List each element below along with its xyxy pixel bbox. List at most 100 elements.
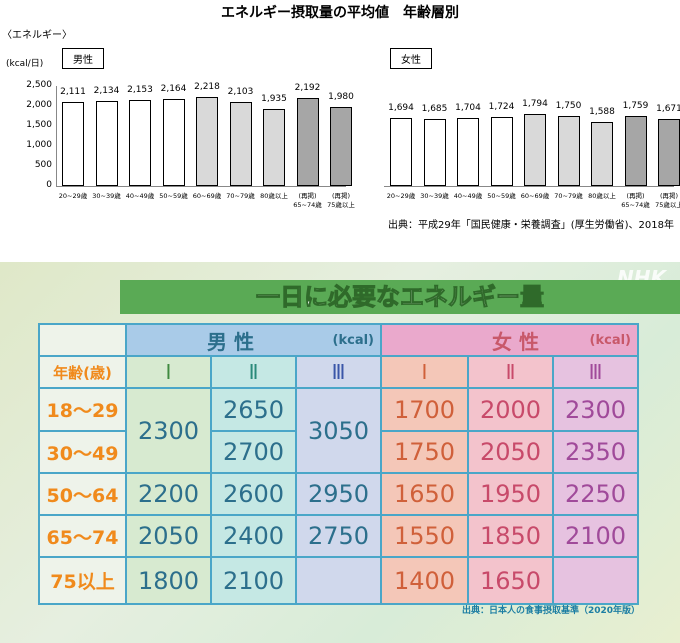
data-label: 2,164: [160, 84, 187, 95]
bar: [390, 118, 412, 186]
bar: [330, 106, 352, 186]
y-tick-label: 0: [46, 180, 52, 190]
bar: [129, 99, 151, 186]
male-header: 男 性 (kcal): [125, 323, 382, 357]
bar: [658, 119, 680, 186]
female-value-cell: 2100: [552, 514, 639, 558]
x-tick-label: 70~79歳: [226, 192, 255, 200]
x-tick-label: 50~59歳: [159, 192, 188, 200]
male-value-cell: [295, 556, 382, 605]
age-header: 年齢(歳): [38, 355, 127, 389]
bar: [557, 116, 580, 186]
bar: [624, 115, 647, 186]
x-tick-label: (再掲) 65~74歳: [293, 192, 322, 209]
male-value-cell: 2300: [125, 387, 212, 474]
female-value-cell: 2000: [467, 387, 554, 432]
age-cell: 18～29: [38, 387, 127, 432]
x-tick-label: 40~49歳: [453, 192, 483, 200]
male-value-cell: 2400: [210, 514, 297, 558]
y-tick-label: 2,500: [26, 80, 52, 90]
bar: [423, 118, 446, 186]
female-label: 女 性: [492, 329, 539, 354]
bar: [263, 108, 285, 186]
male-value-cell: 1800: [125, 556, 212, 605]
data-label: 2,153: [127, 84, 153, 95]
data-label: 1,750: [555, 101, 582, 111]
female-value-cell: 2050: [467, 430, 554, 474]
male-value-cell: 2050: [125, 514, 212, 558]
bar: [229, 101, 252, 186]
kcal-unit: (kcal): [589, 332, 631, 348]
data-label: 1,794: [522, 99, 548, 110]
data-label: 2,134: [93, 85, 120, 96]
x-tick-label: 40~49歳: [125, 192, 155, 200]
male-value-cell: 2600: [210, 472, 297, 516]
age-cell: 75以上: [38, 556, 127, 605]
x-tick-label: 20~29歳: [386, 192, 416, 200]
y-tick-label: 1,500: [26, 120, 52, 130]
bar: [62, 101, 84, 186]
data-label: 2,218: [194, 82, 220, 93]
x-tick-label: 80歳以上: [588, 192, 616, 200]
female-value-cell: 1650: [467, 556, 554, 605]
y-tick-label: 1,000: [26, 140, 52, 150]
bar: [524, 114, 546, 186]
bar: [591, 122, 613, 186]
male-value-cell: 3050: [295, 387, 382, 474]
male-value-cell: 2100: [210, 556, 297, 605]
level-header-male: Ⅱ: [210, 355, 297, 389]
x-tick-label: (再掲) 75歳以上: [655, 192, 680, 209]
female-value-cell: 1700: [380, 387, 469, 432]
y-tick-label: 500: [34, 160, 52, 170]
female-value-cell: [552, 556, 639, 605]
data-label: 1,671: [656, 104, 680, 115]
level-header-female: Ⅱ: [467, 355, 554, 389]
table-source: 出典：日本人の食事摂取基準（2020年版）: [461, 606, 640, 616]
male-value-cell: 2650: [210, 387, 297, 432]
female-value-cell: 2300: [552, 387, 639, 432]
x-tick-label: 20~29歳: [58, 192, 88, 200]
female-value-cell: 1750: [380, 430, 469, 474]
x-tick-label: (再掲) 75歳以上: [327, 192, 355, 209]
female-value-cell: 2250: [552, 472, 639, 516]
male-value-cell: 2200: [125, 472, 212, 516]
age-cell: 30～49: [38, 430, 127, 474]
data-label: 1,588: [589, 107, 615, 118]
female-value-cell: 1550: [380, 514, 469, 558]
female-value-cell: 1400: [380, 556, 469, 605]
corner-cell: [38, 323, 127, 357]
bar: [162, 99, 185, 186]
bar: [457, 117, 479, 186]
female-panel-label: 女性: [390, 48, 432, 69]
female-value-cell: 1850: [467, 514, 554, 558]
y-axis: [56, 86, 57, 186]
x-axis: [384, 186, 674, 187]
data-label: 2,103: [227, 86, 254, 97]
data-label: 2,111: [60, 86, 86, 97]
level-header-male: Ⅰ: [125, 355, 212, 389]
data-label: 1,685: [421, 103, 448, 114]
x-tick-label: 30~39歳: [92, 192, 121, 200]
y-axis-label: 〈エネルギー〉: [2, 30, 72, 41]
male-value-cell: 2950: [295, 472, 382, 516]
x-tick-label: 70~79歳: [554, 192, 583, 200]
female-value-cell: 1650: [380, 472, 469, 516]
male-value-cell: 2750: [295, 514, 382, 558]
x-tick-label: 30~39歳: [420, 192, 449, 200]
table-title: 一日に必要なエネルギー量: [120, 280, 680, 314]
x-tick-label: 50~59歳: [487, 192, 516, 200]
y-tick-label: 2,000: [26, 100, 52, 110]
data-label: 1,759: [622, 100, 649, 111]
male-value-cell: 2700: [210, 430, 297, 474]
level-header-female: Ⅰ: [380, 355, 469, 389]
female-value-cell: 1950: [467, 472, 554, 516]
x-tick-label: 60~69歳: [520, 192, 550, 200]
data-label: 1,935: [261, 93, 287, 104]
data-label: 1,704: [455, 102, 481, 113]
x-tick-label: (再掲) 65~74歳: [621, 192, 650, 209]
data-label: 2,192: [294, 83, 321, 94]
level-header-male: Ⅲ: [295, 355, 382, 389]
unit-label: (kcal/日): [6, 59, 44, 69]
data-label: 1,694: [388, 103, 414, 114]
age-cell: 50～64: [38, 472, 127, 516]
